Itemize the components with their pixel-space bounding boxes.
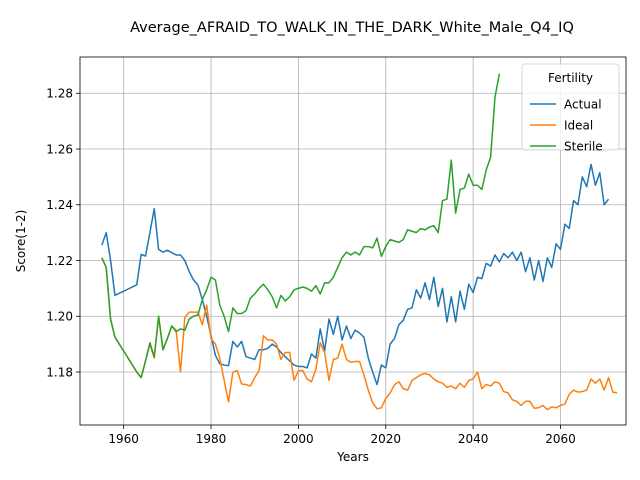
legend-title: Fertility	[548, 71, 593, 85]
y-axis-label: Score(1-2)	[14, 210, 28, 273]
x-tick-label: 2060	[545, 432, 576, 446]
y-tick-label: 1.24	[46, 198, 73, 212]
chart-title: Average_AFRAID_TO_WALK_IN_THE_DARK_White…	[130, 20, 574, 36]
x-tick-label: 1980	[196, 432, 227, 446]
y-tick-label: 1.20	[46, 310, 73, 324]
x-tick-label: 2040	[458, 432, 489, 446]
legend-box	[521, 63, 620, 151]
series-line-actual	[101, 163, 610, 386]
x-axis-label: Years	[336, 450, 369, 464]
legend-label-actual: Actual	[564, 97, 602, 111]
y-tick-label: 1.26	[46, 142, 73, 156]
legend: Fertility Actual Ideal Sterile	[521, 63, 620, 153]
y-axis-ticks: 1.18 1.20 1.22 1.24 1.26 1.28	[46, 87, 80, 379]
x-tick-label: 2020	[370, 432, 401, 446]
plot-frame	[79, 56, 627, 426]
legend-label-sterile: Sterile	[564, 139, 603, 153]
legend-label-ideal: Ideal	[564, 118, 593, 132]
y-tick-label: 1.28	[46, 87, 73, 101]
y-tick-label: 1.18	[46, 365, 73, 379]
x-axis-ticks: 1960 1980 2000 2020 2040 2060	[108, 425, 576, 446]
x-tick-label: 1960	[108, 432, 139, 446]
series-lines	[101, 73, 618, 411]
x-tick-label: 2000	[283, 432, 314, 446]
y-tick-label: 1.22	[46, 254, 73, 268]
series-line-sterile	[101, 73, 501, 379]
